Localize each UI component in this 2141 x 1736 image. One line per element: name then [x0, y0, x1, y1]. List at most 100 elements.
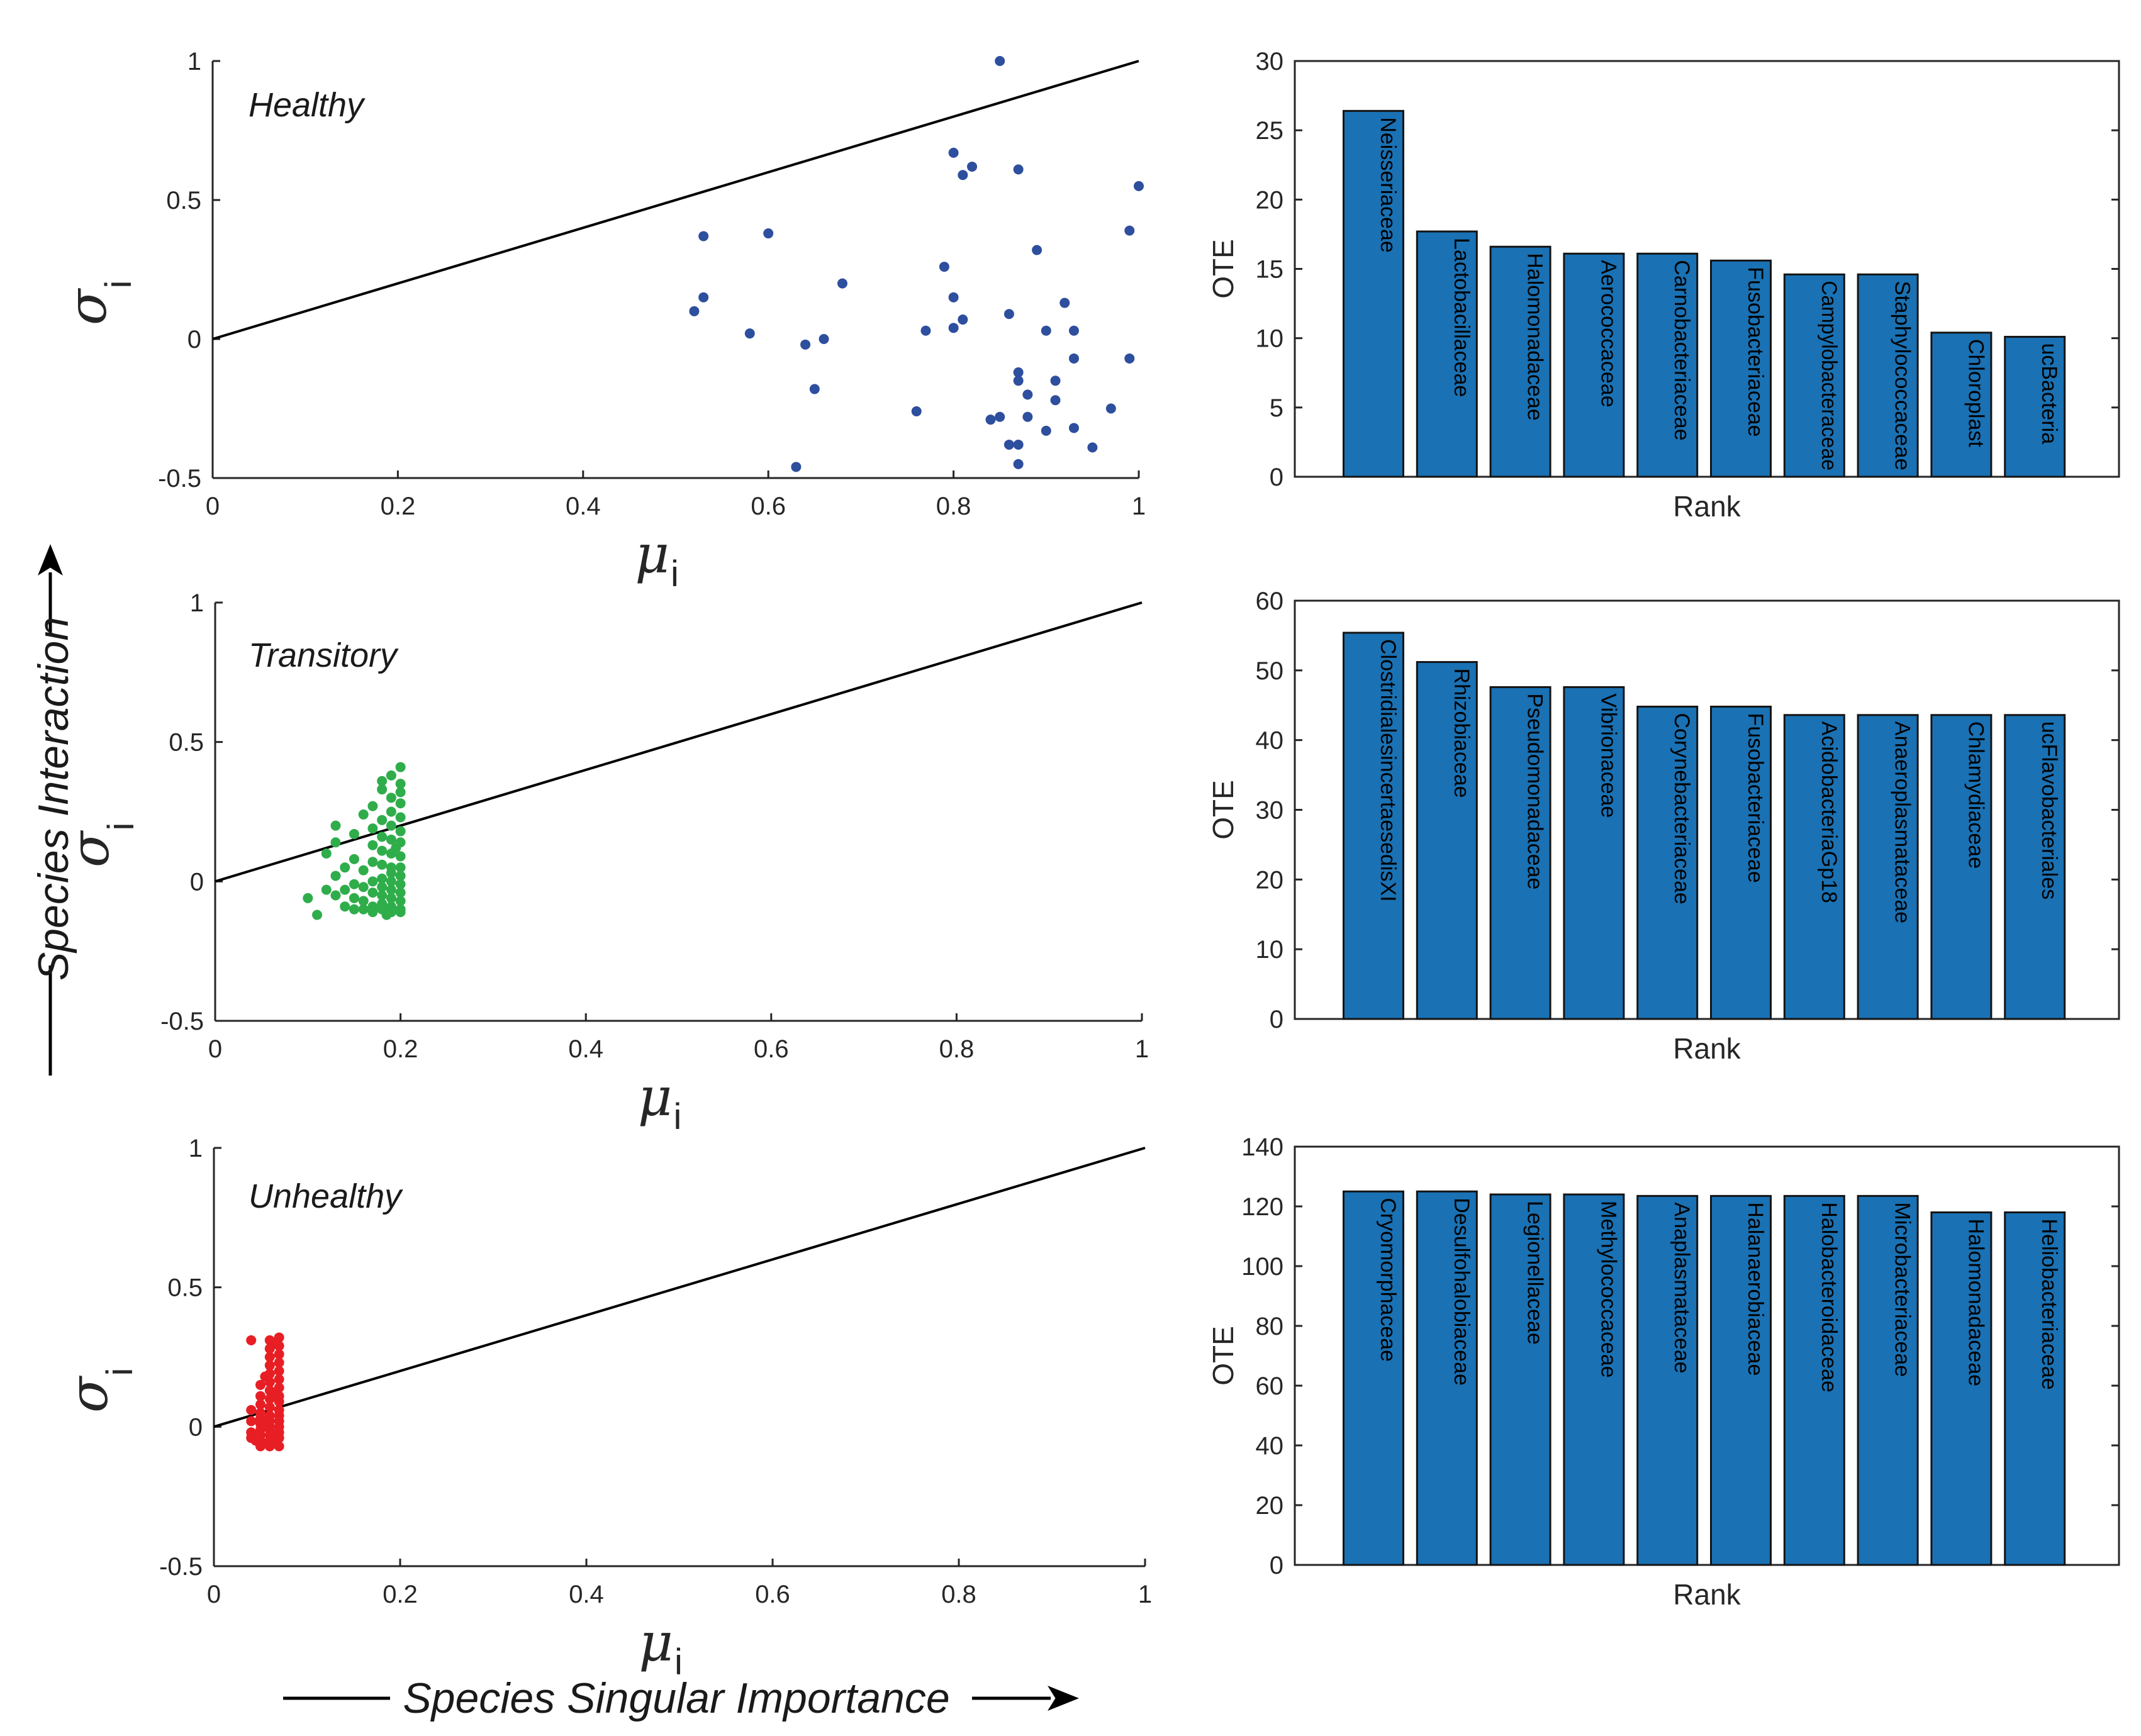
data-point [1013, 459, 1024, 469]
x-tick-label: 0.8 [936, 492, 971, 520]
bar-label: Desulfohalobiaceae [1450, 1198, 1473, 1386]
y-axis-label: σi [57, 281, 139, 326]
y-tick-label: 40 [1256, 1432, 1284, 1460]
bar [1343, 632, 1404, 1020]
data-point [274, 1396, 284, 1407]
data-point [246, 1335, 257, 1345]
species-interaction-label: Species Interaction [30, 617, 77, 981]
panel-annotation: Healthy [249, 86, 366, 124]
data-point [330, 871, 341, 881]
bar [1636, 1194, 1699, 1566]
y-axis-subscript: i [98, 281, 139, 289]
bar-label: Neisseriaceae [1376, 117, 1400, 252]
data-point [386, 893, 396, 903]
y-tick-label: 1 [190, 589, 204, 617]
axes-box [1294, 1145, 2120, 1566]
data-point [386, 770, 396, 781]
y-tick-label: 40 [1256, 727, 1284, 755]
data-point [349, 854, 359, 864]
y-axis-symbol: σ [58, 1375, 120, 1413]
data-point [321, 884, 332, 895]
bar-label: Microbacteriaceae [1891, 1202, 1915, 1377]
data-point [819, 334, 829, 344]
data-point [377, 815, 388, 825]
data-point [985, 415, 996, 425]
data-point [1041, 325, 1051, 336]
data-point [395, 779, 406, 789]
bar-label: ucBacteria [2037, 343, 2061, 444]
y-axis-subscript: i [99, 1368, 140, 1376]
y-axis-label: OTE [1207, 239, 1239, 299]
reference-line [215, 601, 1143, 883]
bar-panel-healthy: 0 5 10 15 20 25 30 Neisseriaceae Lactobacillacea… [1207, 48, 2120, 523]
bar-label: Aerococcaceae [1596, 260, 1620, 407]
y-tick-label: 0 [1270, 1006, 1283, 1033]
bar-label: Methylococcaceae [1596, 1201, 1620, 1378]
data-point [246, 1405, 257, 1415]
reference-line [213, 1147, 1146, 1428]
data-point [367, 887, 378, 898]
data-point [1032, 245, 1043, 255]
data-point [377, 845, 388, 856]
bar-label: Chloroplast [1964, 339, 1987, 448]
x-axis-label: Rank [1673, 1578, 1741, 1611]
bar [1857, 714, 1919, 1020]
x-tick-label: 0.2 [381, 492, 416, 520]
data-point [264, 1352, 275, 1362]
x-axis-label: Rank [1673, 1032, 1741, 1065]
x-axis-symbol: μ [638, 1066, 673, 1128]
bar-label: Fusobacteriaceae [1743, 713, 1767, 882]
bar-label: Rhizobiaceae [1450, 669, 1473, 798]
data-point [1068, 325, 1079, 336]
data-point [330, 820, 341, 831]
data-point [958, 314, 968, 325]
panel-annotation: Unhealthy [249, 1177, 403, 1215]
y-tick-label: 10 [1256, 325, 1284, 353]
data-point [340, 901, 350, 912]
bar-label: Halobacteroidaceae [1817, 1202, 1841, 1392]
data-point [330, 890, 341, 901]
data-point [358, 865, 369, 876]
x-tick-label: 0.6 [751, 492, 786, 520]
data-point [386, 820, 396, 831]
data-point [274, 1374, 284, 1384]
data-point [340, 884, 350, 895]
x-axis-symbol: μ [639, 1611, 673, 1673]
bar-label: ClostridialesincertaesedisXI [1376, 639, 1400, 902]
x-axis-subscript: i [671, 554, 679, 594]
data-point [395, 871, 406, 881]
data-point [1013, 164, 1024, 175]
bar [1930, 714, 1993, 1020]
data-point [367, 857, 378, 867]
data-point [1050, 395, 1061, 406]
data-point [264, 1360, 275, 1371]
y-tick-label: 25 [1256, 117, 1284, 145]
y-tick-label: 100 [1241, 1253, 1283, 1281]
y-tick-label: 0 [1270, 1552, 1283, 1579]
data-point [349, 893, 359, 903]
bar [1857, 1194, 1919, 1566]
bar [1710, 259, 1772, 478]
data-point [911, 406, 922, 416]
data-point [1013, 376, 1024, 386]
data-point [386, 884, 396, 895]
data-point [377, 890, 388, 901]
x-tick-label: 1 [1132, 492, 1146, 520]
y-tick-label: 60 [1256, 1372, 1284, 1400]
data-point [255, 1441, 266, 1452]
data-point [386, 834, 396, 845]
data-point [330, 837, 341, 848]
y-tick-label: 50 [1256, 657, 1284, 685]
y-tick-label: 1 [189, 1135, 203, 1162]
species-singular-importance-label-group: Species Singular Importance [283, 1674, 1079, 1722]
x-tick-label: 0.4 [568, 1035, 603, 1063]
y-axis-label: σi [59, 823, 142, 868]
data-point [995, 411, 1005, 422]
bar-label: Halomonadaceae [1523, 253, 1547, 421]
y-tick-label: 0 [189, 1413, 203, 1441]
bar-label: Heliobacteriaceae [2037, 1219, 2061, 1390]
data-point [948, 292, 959, 303]
